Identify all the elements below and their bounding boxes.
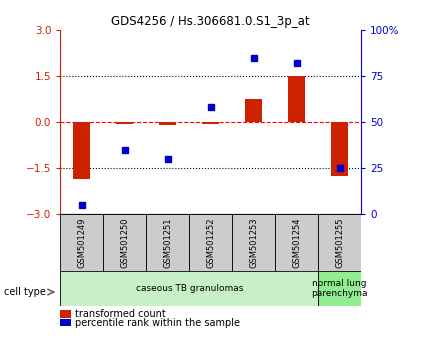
Bar (288, 76, 305, 122)
Text: GSM501251: GSM501251 (163, 217, 172, 268)
Bar (146, 214, 189, 271)
Text: GSM501254: GSM501254 (292, 217, 301, 268)
Text: GSM501252: GSM501252 (206, 217, 215, 268)
Text: GSM501250: GSM501250 (120, 217, 129, 268)
Bar (60, 271, 318, 306)
Bar (73, 122, 90, 179)
Title: GDS4256 / Hs.306681.0.S1_3p_at: GDS4256 / Hs.306681.0.S1_3p_at (111, 15, 310, 28)
Text: caseous TB granulomas: caseous TB granulomas (135, 284, 243, 293)
Text: normal lung
parenchyma: normal lung parenchyma (311, 279, 368, 298)
Bar (189, 214, 232, 271)
Bar (159, 122, 176, 125)
Text: GSM501255: GSM501255 (335, 217, 344, 268)
Bar (331, 122, 348, 176)
Bar (245, 99, 262, 122)
Text: percentile rank within the sample: percentile rank within the sample (75, 318, 240, 328)
Text: GSM501253: GSM501253 (249, 217, 258, 268)
Bar (318, 214, 361, 271)
Text: transformed count: transformed count (75, 309, 166, 319)
Bar (202, 122, 219, 124)
Bar (275, 214, 318, 271)
Bar (116, 122, 133, 124)
Text: cell type: cell type (4, 287, 46, 297)
Bar (60, 214, 103, 271)
Text: GSM501249: GSM501249 (77, 217, 86, 268)
Bar (103, 214, 146, 271)
Bar (232, 214, 275, 271)
Bar (318, 271, 361, 306)
